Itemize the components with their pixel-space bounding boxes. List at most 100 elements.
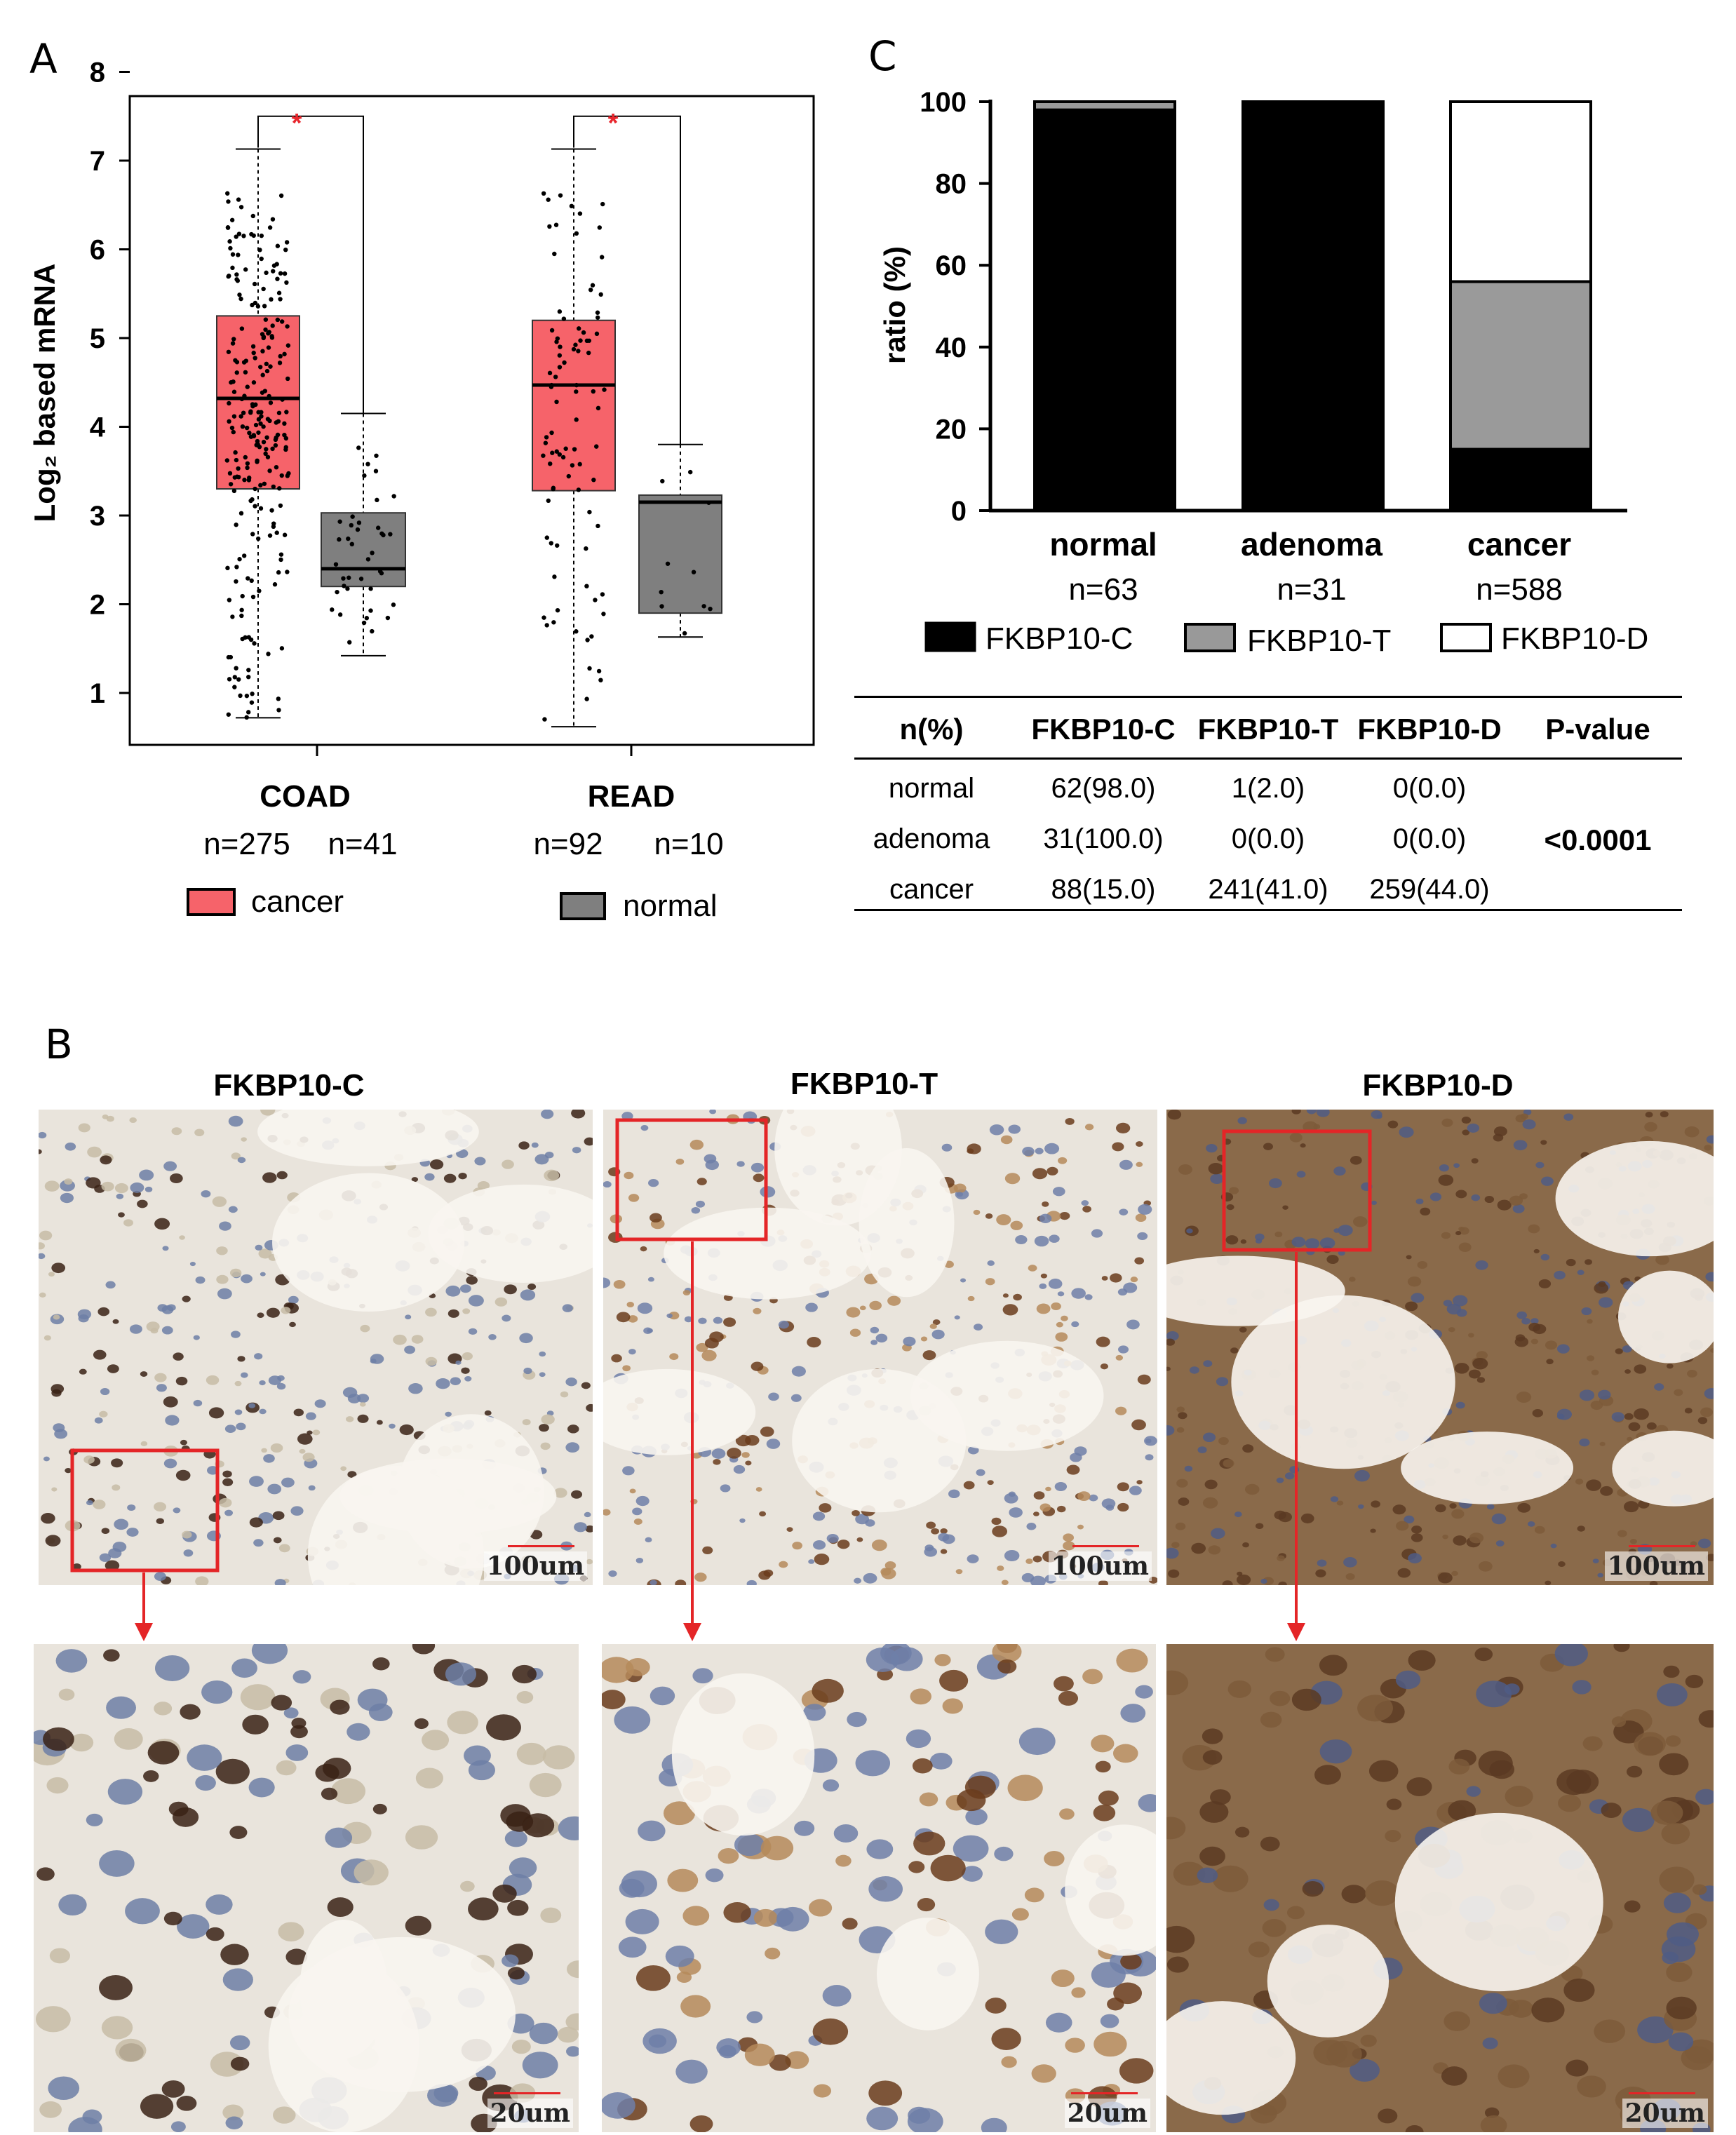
sample-point [388,532,393,537]
table-cell: cancer [889,874,974,905]
zoom-arrow-head [683,1623,701,1641]
sample-point [557,365,563,370]
bar-normal-fkbp10-t [1033,100,1176,112]
sample-point [337,519,342,524]
sample-point [261,424,266,429]
sample-point [665,561,671,566]
sample-point [596,523,600,529]
sample-point [234,370,239,375]
sample-point [543,440,549,445]
sample-point [234,523,238,527]
scale-bar-label: 20um [487,2099,573,2128]
sample-point [228,245,233,251]
sample-point [572,447,577,452]
sample-point [252,641,257,646]
panel-a-letter: A [29,35,58,83]
sample-point [282,532,288,537]
sample-point [233,450,238,455]
sample-point [242,393,247,398]
sample-point [257,248,262,252]
sample-point [361,620,367,626]
sample-point [268,400,274,405]
c-ytick-label: 100 [920,87,967,118]
sample-point [250,402,255,407]
sample-point [330,607,335,612]
sample-point [687,469,693,475]
sample-point [244,425,250,431]
sample-point [261,440,267,445]
sample-point [333,562,339,567]
sample-point [368,608,373,613]
sample-point [563,446,568,451]
sample-point [590,283,596,288]
sample-point [277,361,283,365]
n-read-cancer: n=92 [533,827,603,861]
sample-point [558,193,563,198]
sample-point [283,447,288,452]
sample-point [596,405,601,411]
sample-point [356,445,361,450]
sample-point [552,251,557,257]
sample-point [252,281,257,287]
sample-point [368,586,373,591]
sample-point [241,360,247,365]
ihc-t-overview: 100um [603,1110,1157,1585]
sample-point [555,607,560,613]
bar-cancer-fkbp10-c [1449,447,1592,512]
sample-point [267,533,273,538]
sample-point [279,646,285,651]
sample-point [236,252,241,257]
sample-point [385,615,391,621]
sample-point [335,589,339,595]
sample-point [232,685,237,689]
group-label-coad: COAD [260,779,351,814]
sample-point [261,286,266,292]
panel-c-letter: C [868,32,897,80]
sample-point [349,541,354,547]
sample-point [236,677,241,682]
n-coad-cancer: n=275 [203,827,290,861]
significance-star: * [608,109,619,138]
sample-point [682,631,687,636]
sample-point [557,309,563,314]
sample-point [225,565,230,571]
sample-point [547,370,553,376]
sample-point [706,500,711,505]
sample-point [260,372,265,377]
sample-point [262,304,267,309]
sample-point [234,360,240,365]
sample-point [270,446,275,452]
bar-cancer-fkbp10-t [1449,280,1592,451]
sample-point [230,252,236,257]
sample-point [370,551,375,555]
scale-bar [1071,2092,1138,2094]
legend-normal-swatch [560,892,606,920]
sample-point [557,452,563,457]
sample-point [602,387,607,392]
sample-point [249,700,255,705]
significance-bracket [257,115,364,414]
sample-point [260,349,265,353]
sample-point [581,330,586,335]
sample-point [544,623,549,628]
bar-adenoma-fkbp10-c [1242,100,1385,512]
legend-fkbp10d-swatch [1440,623,1492,652]
scale-bar-label: 20um [1064,2099,1150,2128]
sample-point [246,675,251,680]
sample-point [598,292,603,297]
sample-point [243,635,248,640]
sample-point [231,414,237,419]
sample-point [231,389,237,394]
sample-point [278,297,283,302]
sample-point [242,478,247,483]
sample-point [364,616,370,621]
c-category-label: cancer [1467,526,1571,563]
sample-point [225,225,231,230]
sample-point [285,473,290,478]
sample-point [234,277,239,282]
sample-point [234,666,238,671]
sample-point [566,473,571,479]
sample-point [258,483,263,488]
sample-point [250,344,256,349]
sample-point [546,498,551,504]
